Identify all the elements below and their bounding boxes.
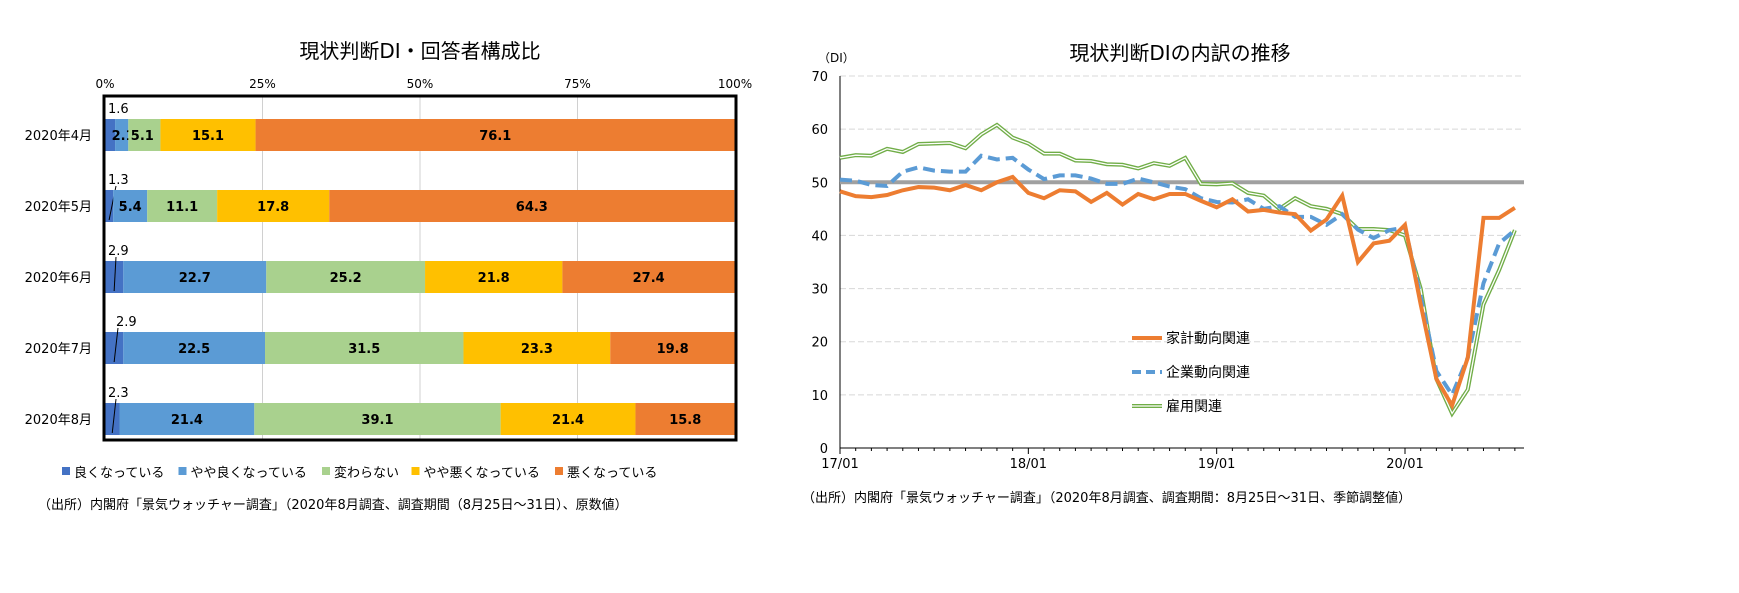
left-stacked-bar-chart: 現状判断DI・回答者構成比 0% 25% 50% 75% 100% 2020年4月 1.6… bbox=[25, 39, 753, 513]
data-label: 1.6 bbox=[108, 102, 129, 117]
bar-segment bbox=[266, 261, 426, 293]
legend-swatch bbox=[178, 467, 187, 475]
data-label: 23.3 bbox=[521, 342, 553, 357]
legend-swatch bbox=[555, 467, 563, 475]
right-line-chart: 現状判断DIの内訳の推移 （DI） 0 10 20 30 40 50 60 70 17/01 18… bbox=[802, 41, 1524, 506]
category-label: 2020年8月 bbox=[25, 413, 92, 428]
bar-segment bbox=[119, 403, 255, 435]
x-tick-label: 17/01 bbox=[821, 457, 858, 472]
series-line-household bbox=[839, 174, 1516, 411]
y-tick-label: 40 bbox=[811, 229, 828, 244]
bar-segment bbox=[610, 332, 735, 364]
bar-segment bbox=[160, 119, 256, 151]
bar-segment bbox=[329, 190, 735, 222]
bar-segment bbox=[115, 119, 129, 151]
leader-line bbox=[113, 256, 117, 292]
x-tick-label: 25% bbox=[249, 77, 276, 91]
data-label: 22.5 bbox=[178, 342, 210, 357]
y-tick-label: 30 bbox=[811, 283, 828, 298]
bar-segment bbox=[500, 403, 636, 435]
legend-swatch bbox=[62, 467, 70, 475]
y-tick-label: 50 bbox=[811, 176, 828, 191]
data-label: 39.1 bbox=[361, 413, 393, 428]
series-line-employment-inner bbox=[839, 124, 1516, 415]
leader-line bbox=[113, 327, 119, 363]
x-tick-label: 18/01 bbox=[1010, 457, 1047, 472]
bar-segment bbox=[635, 403, 735, 435]
bar-segment bbox=[128, 119, 161, 151]
bar-segment bbox=[425, 261, 563, 293]
right-source: （出所）内閣府「景気ウォッチャー調査」（2020年8月調査、調査期間：8月25日… bbox=[802, 490, 1411, 506]
bar-segment bbox=[105, 332, 124, 364]
data-label: 17.8 bbox=[257, 200, 289, 215]
bar-segment bbox=[255, 119, 735, 151]
legend-label: 企業動向関連 bbox=[1166, 364, 1250, 381]
x-tick-label: 75% bbox=[564, 77, 591, 91]
legend-label: 悪くなっている bbox=[567, 466, 657, 481]
left-plot-frame bbox=[102, 94, 738, 442]
bar-segment bbox=[217, 190, 330, 222]
legend-label: 変わらない bbox=[334, 465, 399, 481]
bar-segment bbox=[265, 332, 464, 364]
legend-label: 雇用関連 bbox=[1166, 398, 1222, 415]
bar-segment bbox=[147, 190, 218, 222]
right-chart-title: 現状判断DIの内訳の推移 bbox=[1069, 41, 1290, 65]
bar-segment bbox=[123, 261, 267, 293]
bar-segment bbox=[562, 261, 735, 293]
data-label: 5.1 bbox=[131, 129, 154, 144]
category-label: 2020年4月 bbox=[25, 129, 92, 144]
data-label: 21.8 bbox=[478, 271, 510, 286]
y-tick-label: 70 bbox=[811, 70, 828, 85]
legend-swatch bbox=[411, 467, 420, 475]
data-label: 19.8 bbox=[657, 342, 689, 357]
category-label: 2020年6月 bbox=[25, 271, 92, 286]
legend-label: やや良くなっている bbox=[191, 465, 307, 481]
data-label: 22.7 bbox=[179, 271, 211, 286]
bar-segment bbox=[105, 119, 116, 151]
data-label: 21.4 bbox=[171, 413, 203, 428]
data-label: 27.4 bbox=[633, 271, 665, 286]
leader-line bbox=[111, 398, 117, 434]
x-tick-label: 50% bbox=[407, 77, 434, 91]
data-label: 2.9 bbox=[116, 315, 137, 330]
data-label: 21.4 bbox=[552, 413, 584, 428]
y-tick-label: 10 bbox=[811, 389, 828, 404]
data-label: 31.5 bbox=[348, 342, 380, 357]
x-tick-label: 100% bbox=[718, 77, 752, 91]
bar-segment bbox=[123, 332, 266, 364]
bar-segment bbox=[113, 190, 148, 222]
data-label: 11.1 bbox=[166, 200, 198, 215]
data-label: 2.9 bbox=[108, 244, 129, 259]
bar-segment bbox=[254, 403, 501, 435]
legend-swatch bbox=[322, 467, 330, 475]
legend-label: 家計動向関連 bbox=[1166, 330, 1250, 347]
data-label: 25.2 bbox=[330, 271, 362, 286]
x-tick-label: 19/01 bbox=[1198, 457, 1235, 472]
y-tick-label: 20 bbox=[811, 336, 828, 351]
data-label: 15.8 bbox=[669, 413, 701, 428]
y-axis-unit: （DI） bbox=[818, 51, 855, 65]
category-label: 2020年7月 bbox=[25, 342, 92, 357]
data-label: 15.1 bbox=[192, 129, 224, 144]
bar-segment bbox=[105, 261, 124, 293]
legend-label: 良くなっている bbox=[74, 465, 164, 481]
data-label: 76.1 bbox=[479, 129, 511, 144]
y-tick-label: 0 bbox=[820, 442, 828, 457]
bar-segment bbox=[463, 332, 611, 364]
y-tick-label: 60 bbox=[811, 123, 828, 138]
bar-segment bbox=[105, 190, 114, 222]
data-label: 2.3 bbox=[108, 386, 129, 401]
left-chart-title: 現状判断DI・回答者構成比 bbox=[299, 39, 540, 63]
legend-label: やや悪くなっている bbox=[424, 466, 540, 481]
category-label: 2020年5月 bbox=[25, 200, 92, 215]
x-tick-label: 20/01 bbox=[1386, 457, 1423, 472]
data-label: 1.3 bbox=[108, 173, 129, 188]
left-source: （出所）内閣府「景気ウォッチャー調査」（2020年8月調査、調査期間（8月25日… bbox=[38, 497, 628, 513]
bar-segment bbox=[105, 403, 120, 435]
data-label: 64.3 bbox=[516, 200, 548, 215]
x-tick-label: 0% bbox=[95, 77, 114, 91]
data-label: 5.4 bbox=[119, 200, 142, 215]
